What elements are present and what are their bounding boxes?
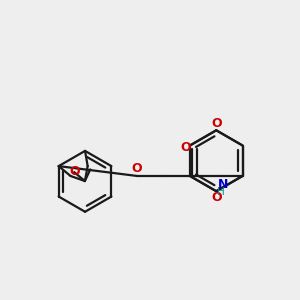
Text: O: O (212, 117, 222, 130)
Text: H: H (217, 187, 225, 197)
Text: N: N (218, 178, 228, 191)
Text: O: O (181, 141, 191, 154)
Text: O: O (132, 162, 142, 175)
Text: O: O (70, 165, 80, 178)
Text: O: O (212, 191, 222, 204)
